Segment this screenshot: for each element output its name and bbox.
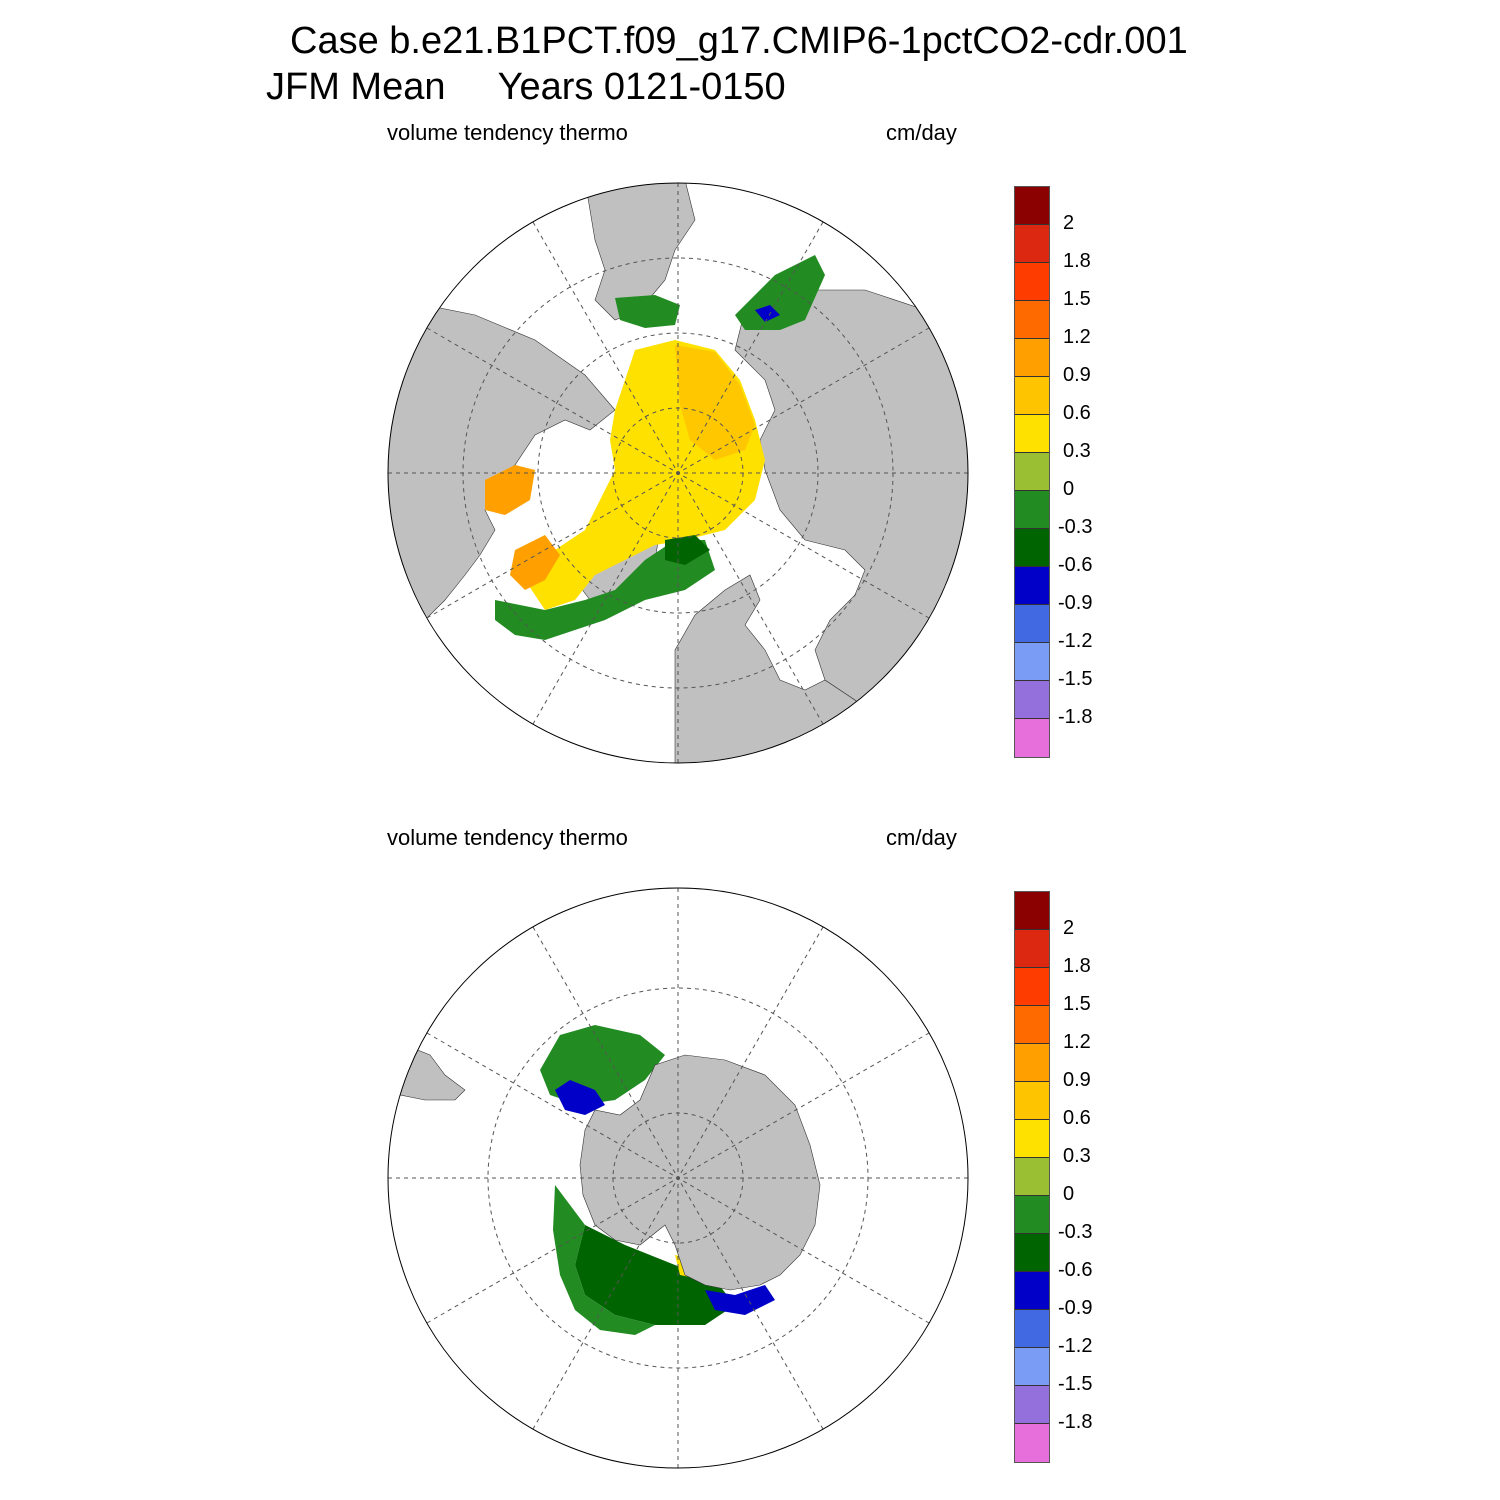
colorbar-swatch bbox=[1015, 491, 1049, 529]
colorbar-swatch bbox=[1015, 567, 1049, 605]
colorbar-tick-label: -1.8 bbox=[1058, 706, 1093, 728]
colorbar-swatch bbox=[1015, 1006, 1049, 1044]
colorbar-swatch bbox=[1015, 1386, 1049, 1424]
ice-field-ross-green bbox=[553, 1185, 655, 1335]
colorbar-swatch bbox=[1015, 1424, 1049, 1462]
colorbar-tick-label: 1.5 bbox=[1063, 288, 1091, 310]
colorbar-tick-label: -0.9 bbox=[1058, 1297, 1093, 1319]
colorbar-tick-label: 2 bbox=[1063, 917, 1075, 939]
map-boundary bbox=[387, 182, 969, 764]
ice-field-darkgreen-barents bbox=[665, 535, 710, 565]
panel2-units-label: cm/day bbox=[886, 825, 957, 850]
colorbar-swatch bbox=[1015, 415, 1049, 453]
colorbar-tick-label: 1.8 bbox=[1063, 955, 1091, 977]
colorbar-swatch bbox=[1015, 1082, 1049, 1120]
colorbar-tick-label: 0.3 bbox=[1063, 1145, 1091, 1167]
colorbar-tick-label: -0.6 bbox=[1058, 1259, 1093, 1281]
figure-title-period: JFM Mean Years 0121-0150 bbox=[266, 66, 786, 108]
colorbar-swatch bbox=[1015, 1234, 1049, 1272]
colorbar-tick-label: 2 bbox=[1063, 212, 1075, 234]
colorbar-tick-label: 0.9 bbox=[1063, 364, 1091, 386]
colorbar-tick-label: -1.5 bbox=[1058, 668, 1093, 690]
colorbar-swatch bbox=[1015, 681, 1049, 719]
colorbar-tick-label: 0.9 bbox=[1063, 1069, 1091, 1091]
colorbar-tick-label: 1.2 bbox=[1063, 326, 1091, 348]
colorbar-tick-label: -1.5 bbox=[1058, 1373, 1093, 1395]
ice-field-orange-hudson bbox=[485, 465, 535, 515]
panel1-variable-label: volume tendency thermo bbox=[387, 120, 628, 145]
colorbar-swatch bbox=[1015, 643, 1049, 681]
colorbar-swatch bbox=[1015, 225, 1049, 263]
figure-title-case: Case b.e21.B1PCT.f09_g17.CMIP6-1pctCO2-c… bbox=[290, 20, 1188, 62]
colorbar-tick-label: 1.5 bbox=[1063, 993, 1091, 1015]
colorbar-swatch bbox=[1015, 719, 1049, 757]
ice-field-amber bbox=[675, 345, 755, 460]
panel2-variable-label: volume tendency thermo bbox=[387, 825, 628, 850]
colorbar-swatch bbox=[1015, 1044, 1049, 1082]
colorbar-tick-label: -0.9 bbox=[1058, 592, 1093, 614]
colorbar-tick-label: -1.8 bbox=[1058, 1411, 1093, 1433]
colorbar-swatch bbox=[1015, 1196, 1049, 1234]
colorbar-tick-label: 0.6 bbox=[1063, 402, 1091, 424]
panel1-units-label: cm/day bbox=[886, 120, 957, 145]
colorbar-tick-label: 0.3 bbox=[1063, 440, 1091, 462]
colorbar-tick-label: -0.6 bbox=[1058, 554, 1093, 576]
colorbar-swatch bbox=[1015, 301, 1049, 339]
ice-field-ross-darkgreen bbox=[575, 1225, 735, 1325]
ice-field-green-atlantic bbox=[495, 540, 715, 640]
ice-field-ross-blue bbox=[705, 1285, 775, 1315]
colorbar-swatch bbox=[1015, 892, 1049, 930]
colorbar-swatch bbox=[1015, 605, 1049, 643]
arctic-polar-map bbox=[387, 182, 969, 764]
colorbar-swatch bbox=[1015, 1272, 1049, 1310]
colorbar-tick-label: 1.8 bbox=[1063, 250, 1091, 272]
map-boundary bbox=[387, 887, 969, 1469]
ice-field-weddell-blue bbox=[555, 1080, 605, 1115]
colorbar-tick-label: -1.2 bbox=[1058, 630, 1093, 652]
colorbar-swatch bbox=[1015, 529, 1049, 567]
colorbar-tick-label: 0 bbox=[1063, 1183, 1075, 1205]
ice-field-bering bbox=[615, 295, 680, 328]
colorbar-swatch bbox=[1015, 453, 1049, 491]
colorbar-swatch bbox=[1015, 968, 1049, 1006]
colorbar-swatch bbox=[1015, 1120, 1049, 1158]
colorbar-swatch bbox=[1015, 1348, 1049, 1386]
colorbar-swatch bbox=[1015, 1310, 1049, 1348]
colorbar-swatch bbox=[1015, 1158, 1049, 1196]
colorbar-tick-label: 1.2 bbox=[1063, 1031, 1091, 1053]
colorbar-tick-label: 0.6 bbox=[1063, 1107, 1091, 1129]
colorbar-swatch bbox=[1015, 263, 1049, 301]
colorbar-swatch bbox=[1015, 930, 1049, 968]
colorbar-tick-label: -0.3 bbox=[1058, 1221, 1093, 1243]
colorbar-tick-label: -1.2 bbox=[1058, 1335, 1093, 1357]
antarctic-polar-map bbox=[387, 887, 969, 1469]
colorbar-panel2 bbox=[1014, 891, 1050, 1463]
ice-field-okhotsk-blue bbox=[755, 305, 780, 322]
colorbar-panel1 bbox=[1014, 186, 1050, 758]
colorbar-tick-label: -0.3 bbox=[1058, 516, 1093, 538]
land-antarctica bbox=[579, 1054, 821, 1291]
colorbar-swatch bbox=[1015, 339, 1049, 377]
colorbar-tick-label: 0 bbox=[1063, 478, 1075, 500]
colorbar-swatch bbox=[1015, 187, 1049, 225]
colorbar-swatch bbox=[1015, 377, 1049, 415]
